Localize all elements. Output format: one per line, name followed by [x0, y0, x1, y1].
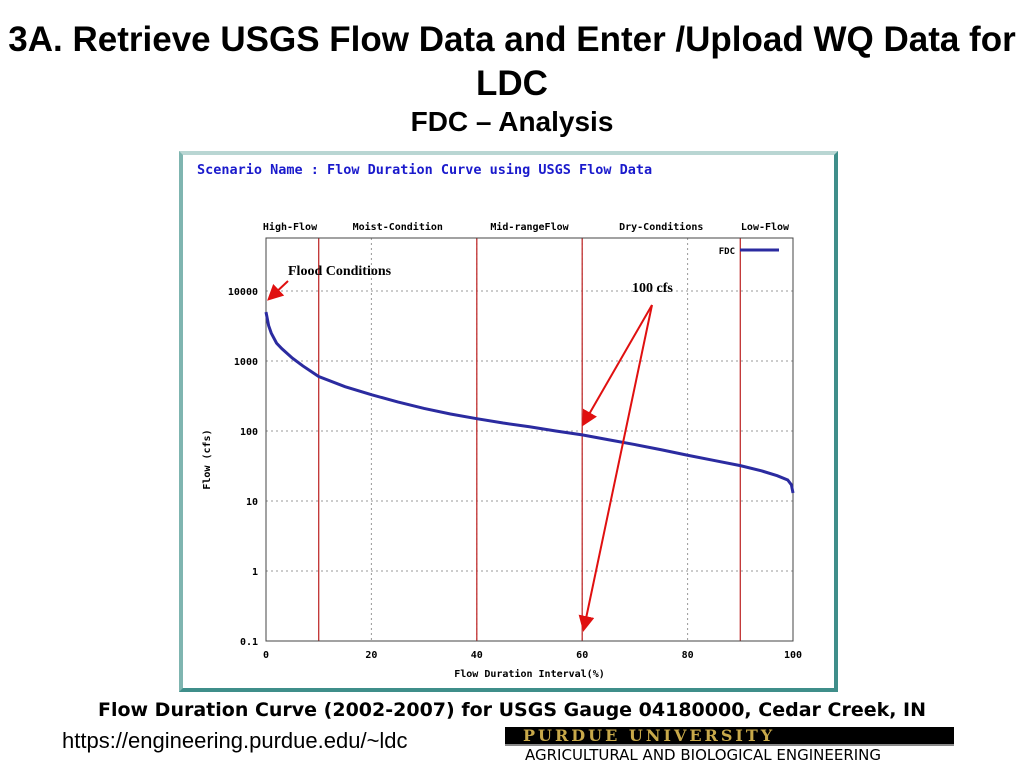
chart-title: Scenario Name : Flow Duration Curve usin… [197, 162, 652, 178]
plot-frame [265, 237, 794, 642]
url-link[interactable]: https://engineering.purdue.edu/~ldc [62, 728, 408, 753]
annotation-arrow [578, 304, 653, 632]
y-tick-label: 1000 [234, 357, 258, 368]
logo-bottom: AGRICULTURAL AND BIOLOGICAL ENGINEERING [505, 744, 954, 764]
y-tick-label: 1 [252, 567, 258, 578]
slide-title: 3A. Retrieve USGS Flow Data and Enter /U… [8, 20, 1016, 103]
x-tick-label: 80 [682, 650, 694, 661]
annotation-arrow [582, 304, 653, 427]
x-tick-label: 100 [784, 650, 802, 661]
fdc-chart: Scenario Name : Flow Duration Curve usin… [197, 162, 802, 680]
slide-subtitle: FDC – Analysis [410, 106, 614, 137]
x-axis-label: Flow Duration Interval(%) [454, 668, 605, 680]
region-label: Low-Flow [741, 222, 790, 233]
region-label: High-Flow [263, 221, 318, 233]
x-tick-label: 0 [263, 650, 269, 661]
annotation-100cfs: 100 cfs [632, 281, 673, 296]
chart-panel: Scenario Name : Flow Duration Curve usin… [179, 151, 838, 692]
legend-label: FDC [719, 247, 735, 257]
region-label: Dry-Conditions [619, 221, 703, 233]
x-tick-label: 60 [576, 650, 588, 661]
x-tick-label: 40 [471, 650, 483, 661]
y-tick-label: 100 [240, 427, 258, 438]
region-label: Moist-Condition [353, 221, 443, 233]
x-tick-label: 20 [365, 650, 377, 661]
purdue-logo: PURDUE UNIVERSITY AGRICULTURAL AND BIOLO… [505, 727, 954, 764]
region-label: Mid-rangeFlow [490, 221, 569, 233]
y-tick-label: 0.1 [240, 637, 258, 648]
fdc-series-line [264, 311, 795, 494]
chart-caption: Flow Duration Curve (2002-2007) for USGS… [97, 699, 927, 721]
logo-top: PURDUE UNIVERSITY [505, 727, 954, 744]
y-tick-label: 10000 [228, 287, 258, 298]
y-axis-label: Flow (cfs) [202, 429, 213, 489]
y-tick-label: 10 [246, 497, 258, 508]
annotation-flood: Flood Conditions [288, 264, 392, 279]
annotation-arrow [267, 280, 289, 301]
